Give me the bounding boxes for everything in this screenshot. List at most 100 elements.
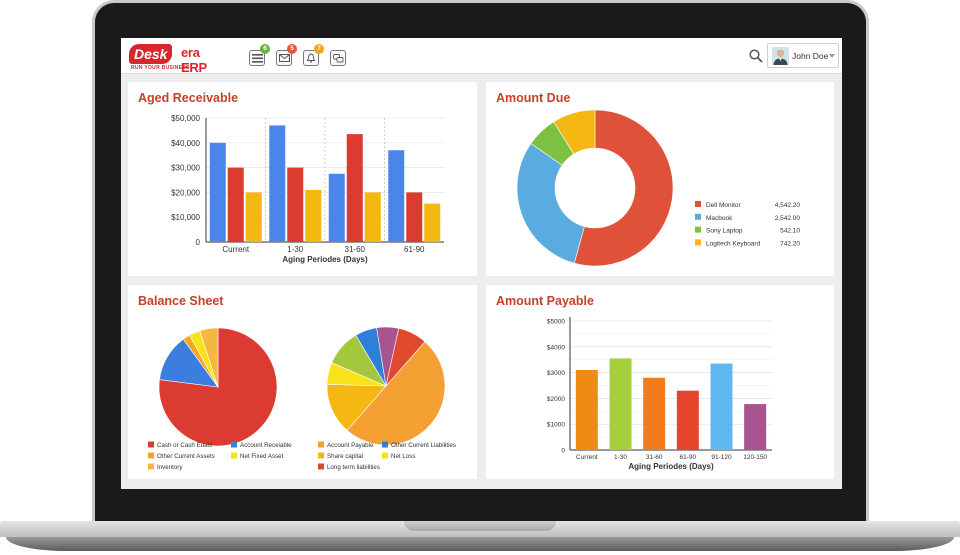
- bar: [575, 370, 598, 450]
- x-tick-label: 1-30: [614, 454, 627, 461]
- y-tick-label: $40,000: [171, 139, 200, 148]
- avatar: [772, 47, 789, 65]
- legend-value: 542.10: [780, 228, 800, 235]
- pie-slice: [346, 341, 446, 446]
- x-tick-label: 31-60: [646, 454, 663, 461]
- y-tick-label: $20,000: [171, 188, 200, 197]
- app-screen: Desk era ERP RUN YOUR BUSINESS 6 5 7 Joh…: [121, 38, 842, 489]
- legend-label: Cash or Cash Euals: [157, 442, 212, 449]
- amount-payable-panel: Amount Payable $5000 $4000 $3000 $2000 $1000…: [486, 285, 834, 479]
- pie-slice: [516, 143, 585, 264]
- bar: [227, 167, 244, 242]
- chat-icon[interactable]: [330, 50, 346, 66]
- bar: [710, 363, 733, 450]
- legend-label: Long term liabilities: [327, 464, 380, 471]
- legend-swatch: [382, 441, 388, 448]
- y-tick-label: 0: [196, 238, 201, 247]
- bell-icon[interactable]: 7: [303, 44, 324, 66]
- legend-label: Sony Laptop: [706, 228, 743, 235]
- legend-label: Macbook: [706, 215, 733, 222]
- bar: [643, 377, 666, 450]
- legend-swatch: [148, 452, 154, 459]
- pie-slice: [553, 109, 596, 155]
- legend-value: 742.20: [780, 240, 800, 247]
- chevron-down-icon: [829, 54, 835, 58]
- panel-title: Aged Receivable: [138, 91, 239, 105]
- bar: [346, 134, 363, 242]
- bar: [364, 192, 381, 242]
- legend-swatch: [148, 463, 154, 470]
- brand-logo[interactable]: Desk era ERP RUN YOUR BUSINESS: [129, 44, 219, 75]
- legend-label: Share capital: [327, 453, 363, 460]
- pie-slice: [158, 327, 278, 447]
- y-tick-label: $1000: [547, 422, 565, 429]
- x-tick-label: 91-120: [711, 454, 732, 461]
- bar: [328, 173, 345, 242]
- pie-slice: [199, 327, 219, 388]
- x-axis-label: Aging Periodes (Days): [628, 462, 714, 471]
- legend-swatch: [318, 463, 324, 470]
- amount-payable-chart: $5000 $4000 $3000 $2000 $1000 0 Current 1-30 31-…: [547, 317, 772, 471]
- x-tick-label: 31-60: [345, 245, 366, 254]
- legend-label: Net Fixed Asset: [240, 453, 284, 460]
- legend-value: 4,542.20: [775, 202, 801, 209]
- legend-label: Dell Monitor: [706, 202, 742, 209]
- bar: [388, 150, 405, 242]
- y-tick-label: $3000: [547, 370, 565, 377]
- legend-label: Account Receiable: [240, 442, 292, 449]
- legend-value: 2,542.00: [775, 215, 801, 222]
- x-tick-label: 1-30: [287, 245, 304, 254]
- bar: [609, 358, 632, 450]
- aged-receivable-chart: $50,000 $40,000 $30,000 $20,000 $10,000 0 Curr…: [171, 114, 444, 264]
- bar: [406, 192, 423, 242]
- panel-title: Amount Due: [496, 91, 571, 105]
- balance-sheet-chart: Cash or Cash Euals Account Receiable Other…: [148, 326, 456, 471]
- panel-title: Balance Sheet: [138, 294, 224, 308]
- notification-badge: 7: [314, 44, 324, 54]
- legend-swatch: [695, 239, 701, 246]
- legend-label: Account Payable: [327, 442, 374, 449]
- logo-tagline: RUN YOUR BUSINESS: [131, 65, 190, 71]
- legend-label: Other Current Assets: [157, 453, 215, 460]
- x-tick-label: Current: [222, 245, 249, 254]
- legend-swatch: [231, 441, 237, 448]
- x-tick-label: 61-90: [680, 454, 697, 461]
- legend-swatch: [695, 226, 701, 233]
- x-axis-label: Aging Periodes (Days): [282, 255, 368, 264]
- notification-badge: 5: [287, 44, 297, 54]
- mail-icon[interactable]: 5: [276, 44, 297, 66]
- legend-swatch: [318, 441, 324, 448]
- legend-swatch: [382, 452, 388, 459]
- top-bar: Desk era ERP RUN YOUR BUSINESS 6 5 7 Joh…: [121, 38, 842, 75]
- bar: [287, 167, 304, 242]
- y-tick-label: $4000: [547, 344, 565, 351]
- user-menu[interactable]: John Doe: [767, 43, 839, 68]
- legend-swatch: [148, 441, 154, 448]
- x-tick-label: Current: [576, 454, 598, 461]
- y-tick-label: 0: [561, 448, 565, 455]
- y-tick-label: $10,000: [171, 213, 200, 222]
- pie-slice: [573, 109, 674, 267]
- bar: [209, 142, 226, 242]
- y-tick-label: $50,000: [171, 114, 200, 123]
- legend-swatch: [695, 201, 701, 207]
- notification-badge: 6: [260, 44, 270, 54]
- menu-list-icon[interactable]: 6: [249, 44, 270, 66]
- user-name: John Doe: [792, 51, 829, 61]
- legend-label: Logitech Keyboard: [706, 240, 761, 247]
- legend-swatch: [231, 452, 237, 459]
- y-tick-label: $5000: [547, 319, 565, 326]
- bar: [744, 404, 767, 450]
- pie-slice: [385, 328, 426, 387]
- bar: [424, 203, 441, 242]
- x-tick-label: 120-150: [743, 454, 767, 461]
- laptop-lip: [6, 537, 954, 551]
- y-tick-label: $2000: [547, 396, 565, 403]
- search-icon[interactable]: [749, 49, 763, 63]
- amount-due-chart: Dell Monitor 4,542.20 Macbook 2,542.00 Sony …: [516, 109, 801, 267]
- bar: [245, 192, 262, 242]
- legend-swatch: [695, 213, 701, 220]
- x-tick-label: 61-90: [404, 245, 425, 254]
- legend-label: Inventory: [157, 464, 183, 471]
- aged-receivable-panel: Aged Receivable $50,000 $40,000 $30,000 $20…: [128, 82, 477, 276]
